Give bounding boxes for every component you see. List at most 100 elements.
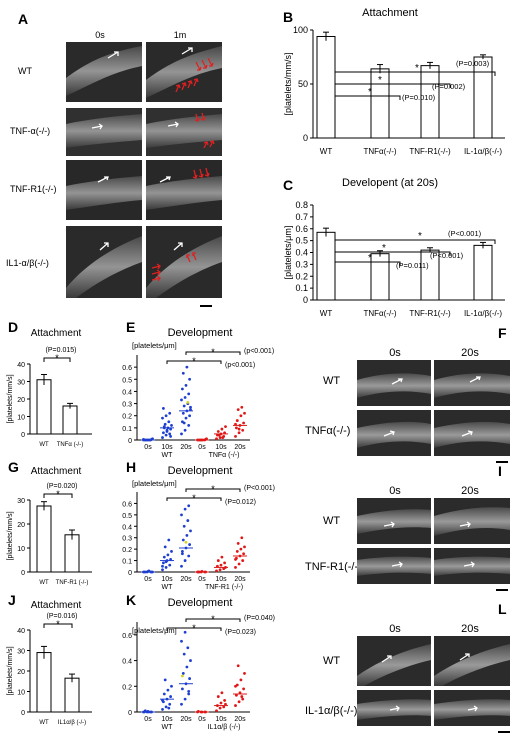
significance-bracket — [334, 239, 496, 244]
panel-label-I: I — [498, 463, 502, 479]
data-point — [236, 408, 240, 412]
x-tick-label: 10s — [215, 444, 227, 451]
chart-J-ylabel: [platelets/mm/s] — [7, 646, 14, 695]
data-point — [239, 678, 243, 682]
data-point — [216, 559, 220, 562]
significance-bracket — [334, 251, 451, 256]
L-col-label-1: 20s — [461, 623, 479, 635]
data-point — [187, 692, 191, 696]
data-point — [186, 400, 190, 404]
significance-bracket — [334, 95, 401, 100]
significance-bracket — [185, 488, 241, 492]
L-row-label-ko: IL-1α/β(-/-) — [305, 705, 357, 717]
chart-J: Attachment 0 10 20 30 40 [platelets/mm/s] WT IL1… — [7, 600, 92, 726]
data-point — [222, 705, 226, 709]
y-tick-label: 0.1 — [122, 559, 132, 566]
data-point — [182, 652, 186, 656]
data-point — [182, 421, 186, 425]
data-point — [221, 436, 225, 439]
data-point — [188, 414, 192, 418]
data-point — [237, 431, 241, 435]
A-row-label-tnfa: TNF-α(-/-) — [10, 126, 50, 136]
data-point — [181, 538, 185, 542]
I-col-label-1: 20s — [461, 485, 479, 497]
data-point — [163, 545, 167, 549]
x-tick-label: 10s — [215, 576, 227, 583]
data-point — [164, 705, 168, 709]
group-label-wt: WT — [162, 584, 174, 591]
x-tick-label: 0s — [144, 576, 152, 583]
p-value-label: (P=0.040) — [244, 615, 275, 622]
data-point — [240, 405, 244, 409]
significance-bracket — [334, 83, 451, 88]
chart-K-ylabel: [platelets/μm] — [132, 626, 177, 635]
data-point — [224, 702, 227, 706]
data-point — [189, 529, 192, 533]
data-point — [218, 436, 222, 439]
y-tick-label: 20 — [17, 397, 25, 404]
data-point — [240, 536, 244, 540]
data-point — [188, 543, 192, 546]
category-label: IL1α/β (-/-) — [58, 720, 86, 726]
significance-star: * — [211, 484, 215, 494]
y-tick-label: 0.1 — [122, 426, 132, 433]
p-value-label: (P=0.012) — [225, 499, 256, 506]
data-point — [181, 552, 184, 556]
category-label: WT — [39, 720, 49, 726]
data-point — [180, 432, 183, 436]
significance-bracket — [334, 261, 401, 266]
y-tick-label: 30 — [17, 380, 25, 387]
data-point — [185, 665, 189, 669]
data-point — [180, 513, 183, 517]
data-point — [168, 411, 172, 415]
bar — [36, 652, 52, 713]
group-label-ko: TNFα (-/-) — [209, 452, 240, 459]
y-tick-label: 0 — [128, 438, 132, 445]
p-value-label: (p<0.001) — [244, 348, 274, 355]
category-label: IL-1α/β(-/-) — [464, 309, 502, 318]
panel-label-E: E — [126, 319, 135, 335]
data-point — [181, 371, 185, 375]
data-point — [183, 559, 187, 562]
data-point — [181, 411, 185, 415]
data-point — [239, 414, 243, 418]
panel-label-H: H — [126, 459, 136, 475]
bar — [473, 244, 493, 301]
y-tick-label: 0.4 — [122, 659, 132, 666]
y-tick-label: 100 — [293, 25, 308, 35]
data-point — [243, 672, 246, 675]
significance-star: * — [382, 243, 386, 254]
data-point — [237, 562, 241, 566]
data-point — [224, 425, 227, 429]
data-point — [161, 708, 164, 711]
chart-K: Development [platelets/μm] 0 0.2 0.4 0.6 0s 10s… — [122, 597, 275, 731]
y-tick-label: 0 — [21, 432, 25, 439]
data-point — [234, 566, 237, 569]
bar — [64, 534, 80, 573]
y-tick-label: 0.3 — [122, 536, 132, 543]
significance-star: * — [56, 619, 60, 629]
category-label: WT — [39, 442, 49, 448]
y-tick-label: 0.2 — [122, 684, 132, 691]
data-point — [189, 659, 192, 662]
chart-D: Attachment 0 10 20 30 40[platelets/mm/s] WT TNF… — [7, 328, 92, 448]
L-row-label-wt: WT — [323, 655, 340, 667]
y-tick-label: 40 — [17, 628, 25, 635]
data-point — [161, 416, 164, 420]
panel-label-J: J — [8, 592, 16, 608]
p-value-label: (P=0.011) — [396, 261, 429, 270]
y-tick-label: 0.5 — [122, 513, 132, 520]
p-value-label: (P<0.001) — [430, 251, 464, 260]
A-col-label-1: 1m — [174, 30, 187, 40]
y-tick-label: 30 — [17, 649, 25, 656]
data-point — [181, 674, 184, 678]
I-row-label-ko: TNF-R1(-/-) — [305, 561, 362, 573]
data-point — [187, 554, 191, 558]
x-tick-label: 20s — [234, 716, 246, 723]
data-point — [162, 425, 166, 429]
panel-label-F: F — [498, 325, 507, 341]
y-tick-label: 0.4 — [122, 389, 132, 396]
data-point — [151, 437, 154, 441]
data-point — [183, 507, 187, 511]
micrograph-A-tnfr1-1m — [146, 160, 222, 220]
